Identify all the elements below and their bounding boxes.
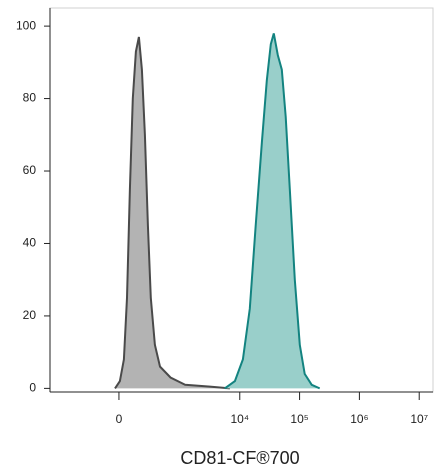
x-tick-label: 10⁷ [410,412,428,426]
y-tick-label: 20 [23,308,37,322]
y-tick-label: 80 [23,91,37,105]
x-tick-label: 10⁶ [350,412,368,426]
x-tick-label: 10⁴ [231,412,250,426]
x-tick-label: 0 [116,412,123,426]
y-tick-label: 100 [16,18,36,32]
area [115,37,230,389]
plot-frame [49,7,434,393]
y-tick-label: 0 [29,381,36,395]
area-line [224,33,321,390]
area [224,33,320,389]
y-tick-label: 40 [23,236,37,250]
area-line [114,36,230,390]
x-axis-title: CD81-CF®700 [180,448,299,468]
y-tick-label: 60 [23,163,37,177]
x-tick-label: 10⁵ [290,412,308,426]
